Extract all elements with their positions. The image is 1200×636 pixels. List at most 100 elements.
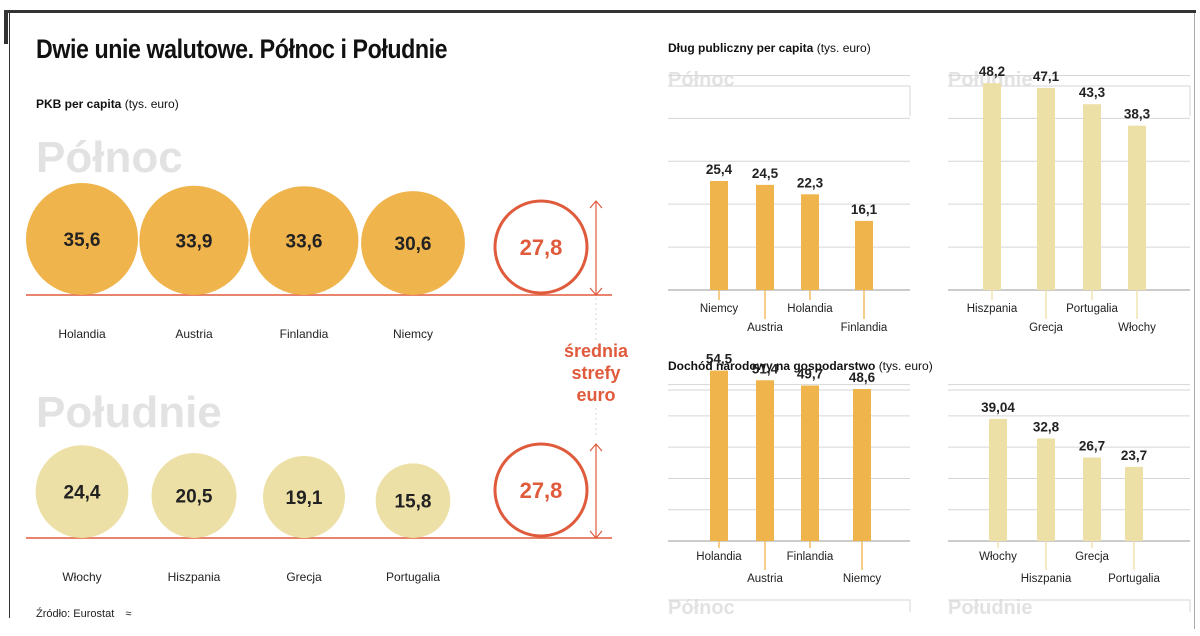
dochod-south-bar	[1083, 457, 1101, 541]
source-text: Źródło: Eurostat	[36, 608, 115, 620]
dochod-north-bar	[801, 385, 819, 541]
pkb-avg-label: średnia	[564, 341, 629, 361]
dochod-north-bar	[756, 380, 774, 541]
pkb-avg-label-bg	[548, 384, 644, 406]
dlug-south-category: Portugalia	[1066, 303, 1118, 315]
dochod-south-value: 26,7	[1079, 439, 1105, 454]
pkb-south-bubble	[375, 463, 451, 538]
pkb-north-bubble	[139, 185, 249, 295]
pkb-south-avg-arrow-bottom	[589, 530, 603, 539]
pkb-avg-label-bg	[548, 362, 644, 384]
dochod-title: Dochód narodowy na gospodarstwo	[668, 359, 876, 373]
dlug-subhead: Dług publiczny per capita (tys. euro)	[668, 41, 871, 55]
dochod-north-value: 48,6	[849, 370, 876, 385]
pkb-north-avg-value: 27,8	[520, 235, 563, 260]
dochod-south-value: 23,7	[1121, 448, 1147, 463]
dochod-north-value: 51,4	[752, 361, 779, 376]
pkb-subhead: PKB per capita (tys. euro)	[36, 97, 179, 111]
dochod-north-bar	[710, 370, 728, 541]
dlug-north-category: Niemcy	[700, 303, 739, 315]
dlug-north-frame	[668, 85, 911, 116]
pkb-south-category: Portugalia	[386, 570, 440, 584]
dochod-north-heading: Północ	[668, 597, 735, 619]
corner-mark	[4, 10, 8, 44]
right-rule	[1194, 13, 1195, 629]
dochod-north-category: Niemcy	[843, 573, 882, 585]
pkb-avg-label: strefy	[571, 363, 620, 383]
dochod-subhead: Dochód narodowy na gospodarstwo (tys. eu…	[668, 359, 933, 373]
dlug-south-bar	[1037, 87, 1055, 290]
dlug-north-heading: Północ	[668, 69, 735, 91]
dlug-south-bar	[983, 83, 1001, 290]
pkb-north-avg-arrow-bottom	[589, 287, 603, 296]
pkb-north-category: Austria	[175, 327, 213, 341]
pkb-avg-label: euro	[576, 385, 615, 405]
pkb-north-value: 33,9	[176, 231, 213, 252]
dlug-south-value: 48,2	[979, 64, 1005, 79]
dochod-north-category: Finlandia	[787, 551, 834, 563]
dlug-north-value: 25,4	[706, 162, 733, 177]
dochod-unit: (tys. euro)	[878, 359, 933, 373]
pkb-south-avg-circle	[493, 442, 589, 538]
dlug-south-value: 43,3	[1079, 85, 1106, 100]
dlug-north-bar	[710, 181, 728, 290]
pkb-north-value: 30,6	[395, 234, 432, 255]
dlug-north-category: Holandia	[787, 303, 833, 315]
dochod-south-bottom-frame	[948, 599, 1191, 612]
pkb-south-value: 15,8	[395, 492, 432, 513]
pkb-north-bubble	[26, 183, 138, 295]
pkb-south-category: Hiszpania	[168, 570, 221, 584]
pkb-south-heading: Południe	[36, 388, 222, 437]
dlug-north-bar	[756, 184, 774, 290]
pkb-north-avg-circle	[493, 199, 589, 295]
dochod-north-bottom-frame	[668, 599, 911, 612]
pkb-north-category: Niemcy	[393, 327, 433, 341]
top-rule	[4, 10, 1196, 13]
dlug-north-value: 22,3	[797, 175, 824, 190]
pkb-south-bubble	[151, 453, 237, 538]
dlug-title: Dług publiczny per capita	[668, 41, 814, 55]
dochod-south-bar	[1125, 466, 1143, 541]
dochod-south-value: 32,8	[1033, 419, 1060, 434]
pkb-north-value: 33,6	[286, 232, 323, 253]
dlug-south-category: Hiszpania	[967, 303, 1018, 315]
pkb-title: PKB per capita	[36, 97, 122, 111]
dlug-south-frame	[948, 85, 1191, 116]
pkb-north-avg-arrow-top	[589, 200, 603, 209]
dochod-south-category: Włochy	[979, 551, 1017, 563]
pkb-unit: (tys. euro)	[124, 97, 179, 111]
dochod-north-bar	[853, 389, 871, 541]
dochod-north-category: Austria	[747, 573, 783, 585]
dochod-south-value: 39,04	[981, 400, 1015, 415]
dlug-north-category: Austria	[747, 322, 783, 334]
pkb-south-value: 20,5	[176, 487, 213, 508]
pkb-north-category: Finlandia	[280, 327, 329, 341]
pkb-south-category: Grecja	[286, 570, 322, 584]
left-rule	[9, 13, 10, 618]
pkb-south-category: Włochy	[62, 570, 101, 584]
dochod-south-bar	[1037, 438, 1055, 541]
dlug-south-category: Włochy	[1118, 322, 1156, 334]
dlug-south-value: 47,1	[1033, 69, 1060, 84]
dlug-north-bar	[801, 194, 819, 290]
pkb-avg-label-bg	[548, 340, 644, 362]
dochod-north-category: Holandia	[696, 551, 742, 563]
pkb-north-bubble	[249, 186, 359, 295]
dlug-south-bar	[1128, 125, 1146, 291]
dochod-south-category: Hiszpania	[1021, 573, 1072, 585]
dochod-south-category: Portugalia	[1108, 573, 1160, 585]
dlug-north-value: 24,5	[752, 166, 779, 181]
dlug-south-value: 38,3	[1124, 107, 1151, 122]
source-note: Źródło: Eurostat ≈	[36, 608, 131, 620]
pkb-north-heading: Północ	[36, 133, 183, 182]
pkb-north-category: Holandia	[58, 327, 106, 341]
dochod-north-value: 54,5	[706, 352, 733, 367]
pkb-south-value: 24,4	[64, 483, 101, 504]
dlug-south-bar	[1083, 104, 1101, 290]
pkb-south-avg-value: 27,8	[520, 478, 563, 503]
pkb-north-bubble	[361, 191, 465, 295]
page-title: Dwie unie walutowe. Północ i Południe	[36, 34, 448, 64]
dochod-south-bar	[989, 418, 1007, 541]
pkb-south-avg-arrow-top	[589, 443, 603, 452]
